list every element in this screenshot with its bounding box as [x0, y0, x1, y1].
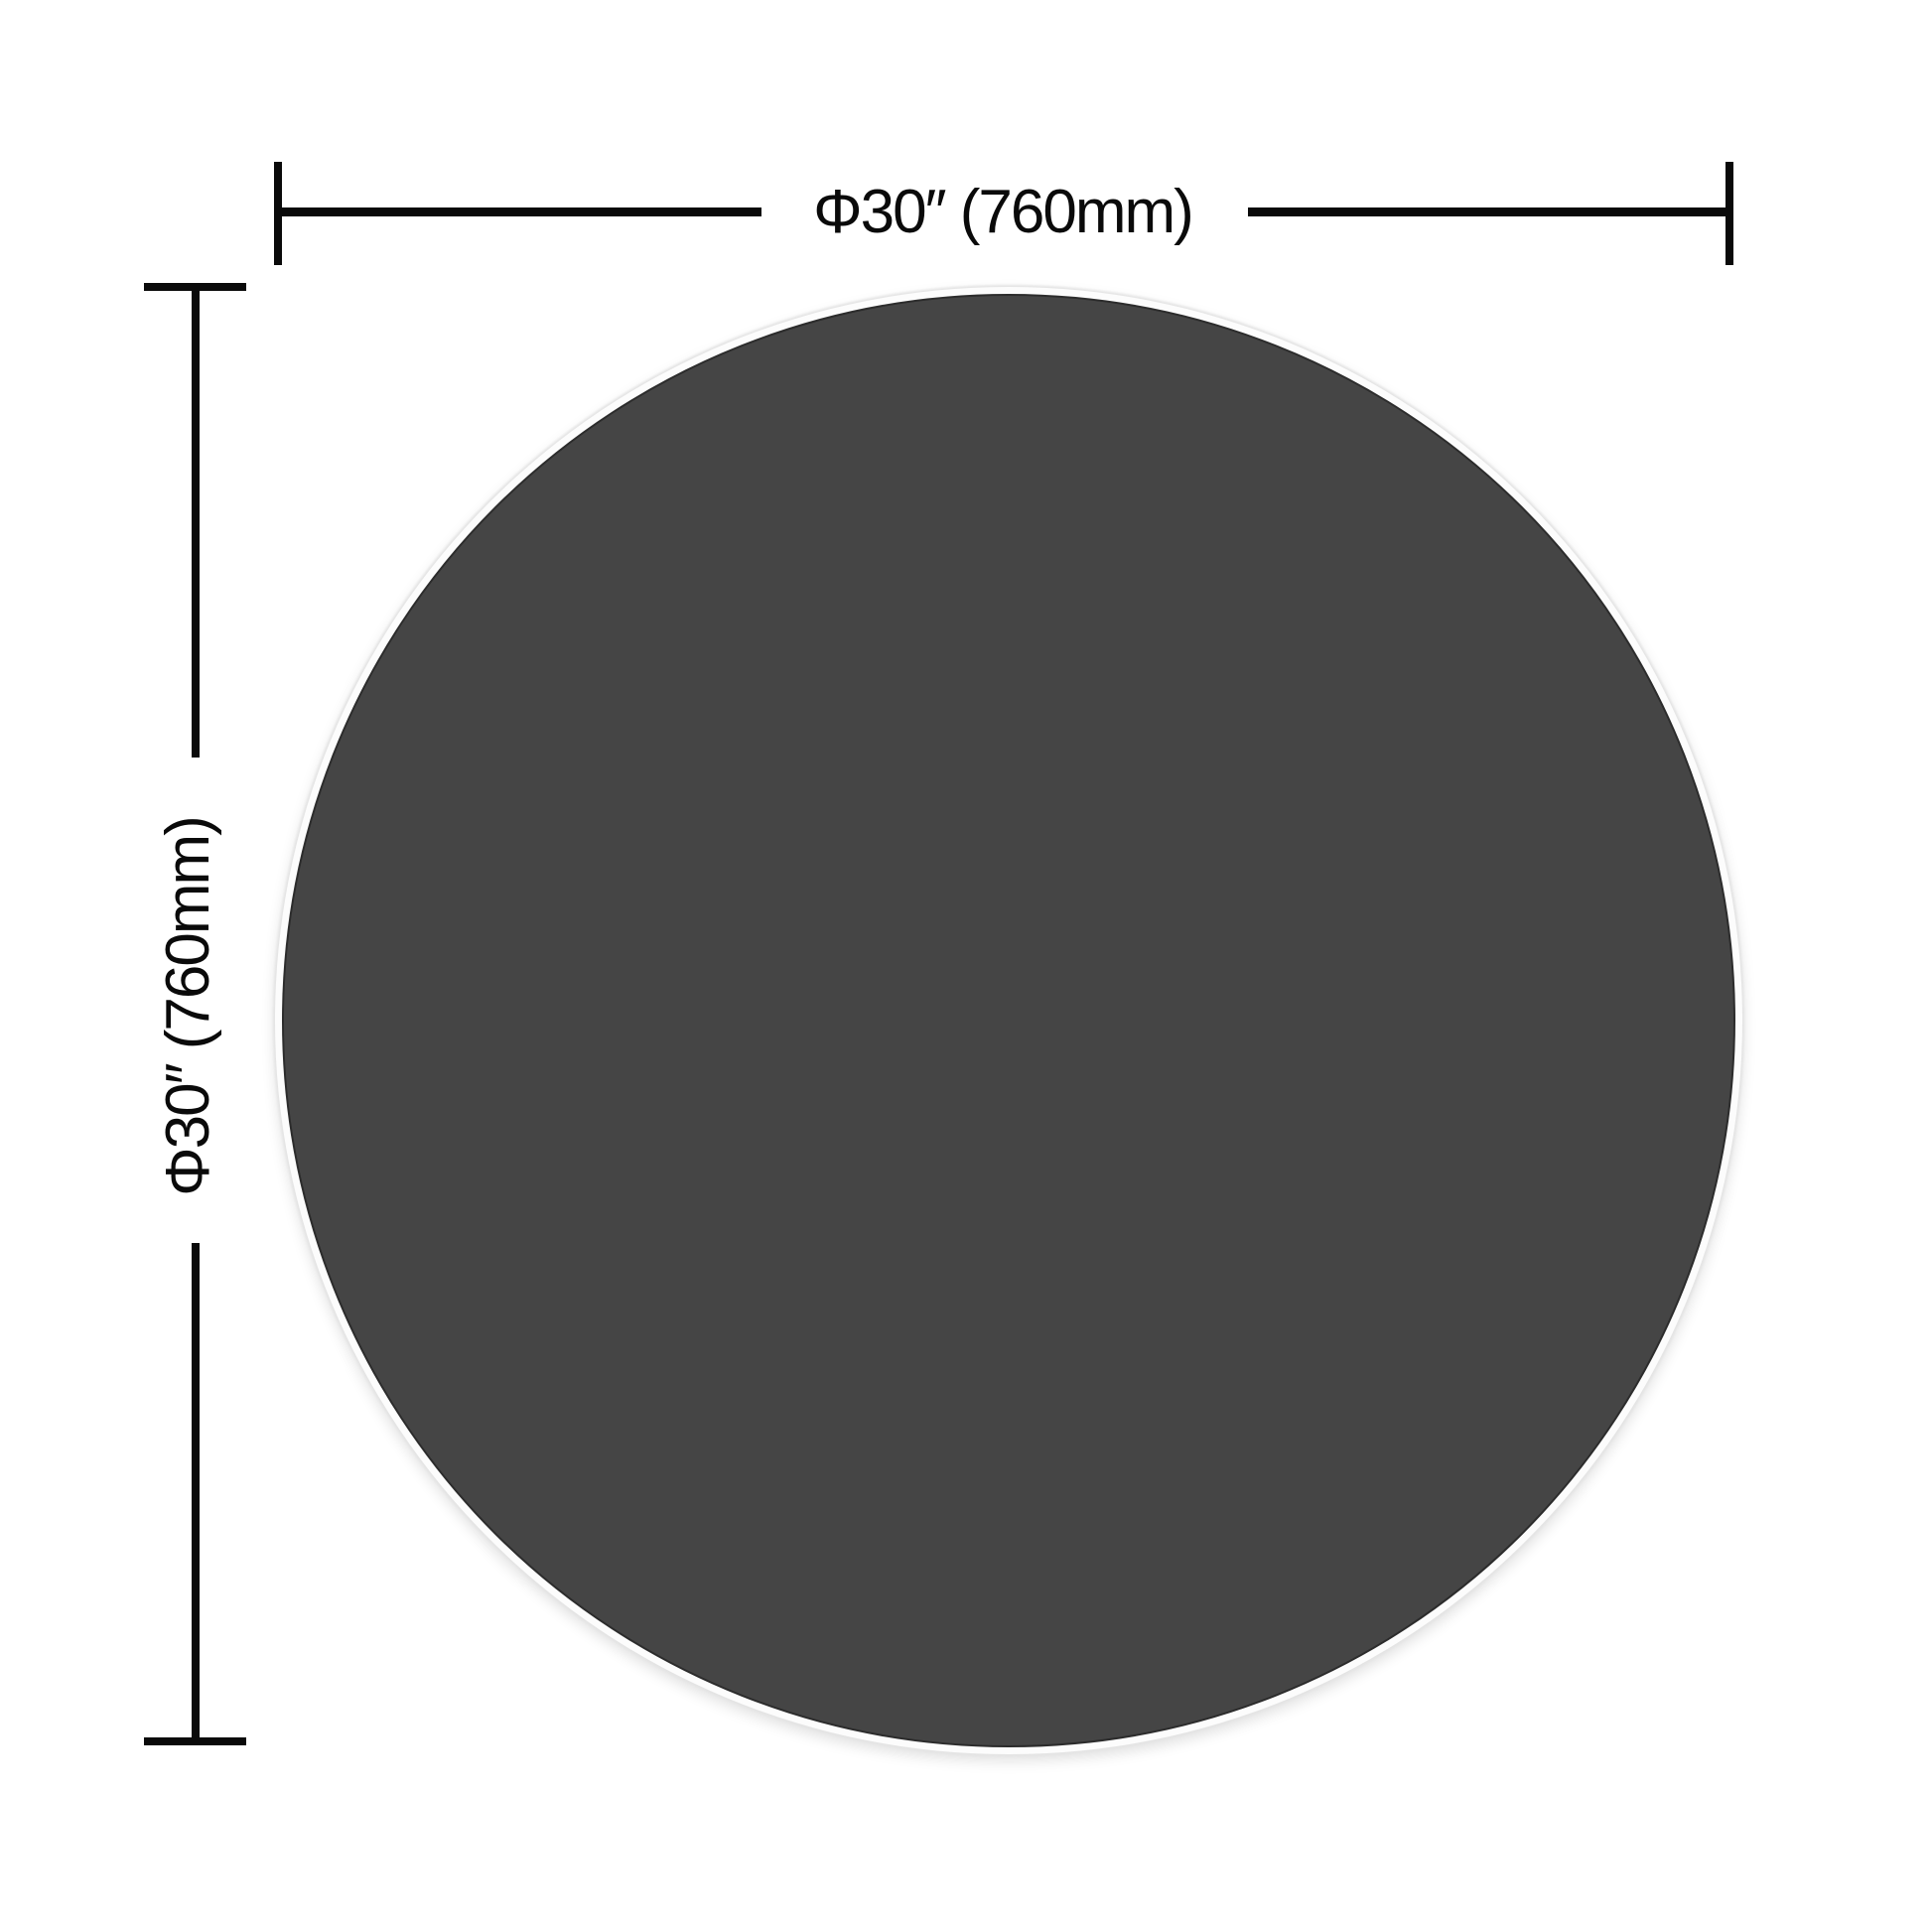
- diameter-label-horizontal: Φ30″ (760mm): [813, 178, 1194, 246]
- dimension-end-tick-right: [1725, 162, 1733, 265]
- dimension-line-segment: [278, 207, 761, 216]
- dimension-end-tick-bottom: [144, 1737, 246, 1745]
- diameter-label-vertical: Φ30″ (760mm): [154, 817, 222, 1196]
- dimension-line-segment: [192, 287, 200, 758]
- round-tabletop-shape: [282, 294, 1735, 1747]
- dimension-line-segment: [1248, 207, 1729, 216]
- dimension-line-segment: [192, 1243, 200, 1741]
